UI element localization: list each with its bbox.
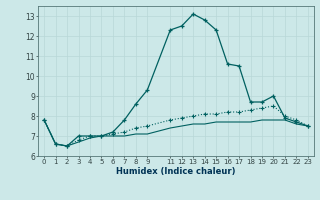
X-axis label: Humidex (Indice chaleur): Humidex (Indice chaleur) <box>116 167 236 176</box>
